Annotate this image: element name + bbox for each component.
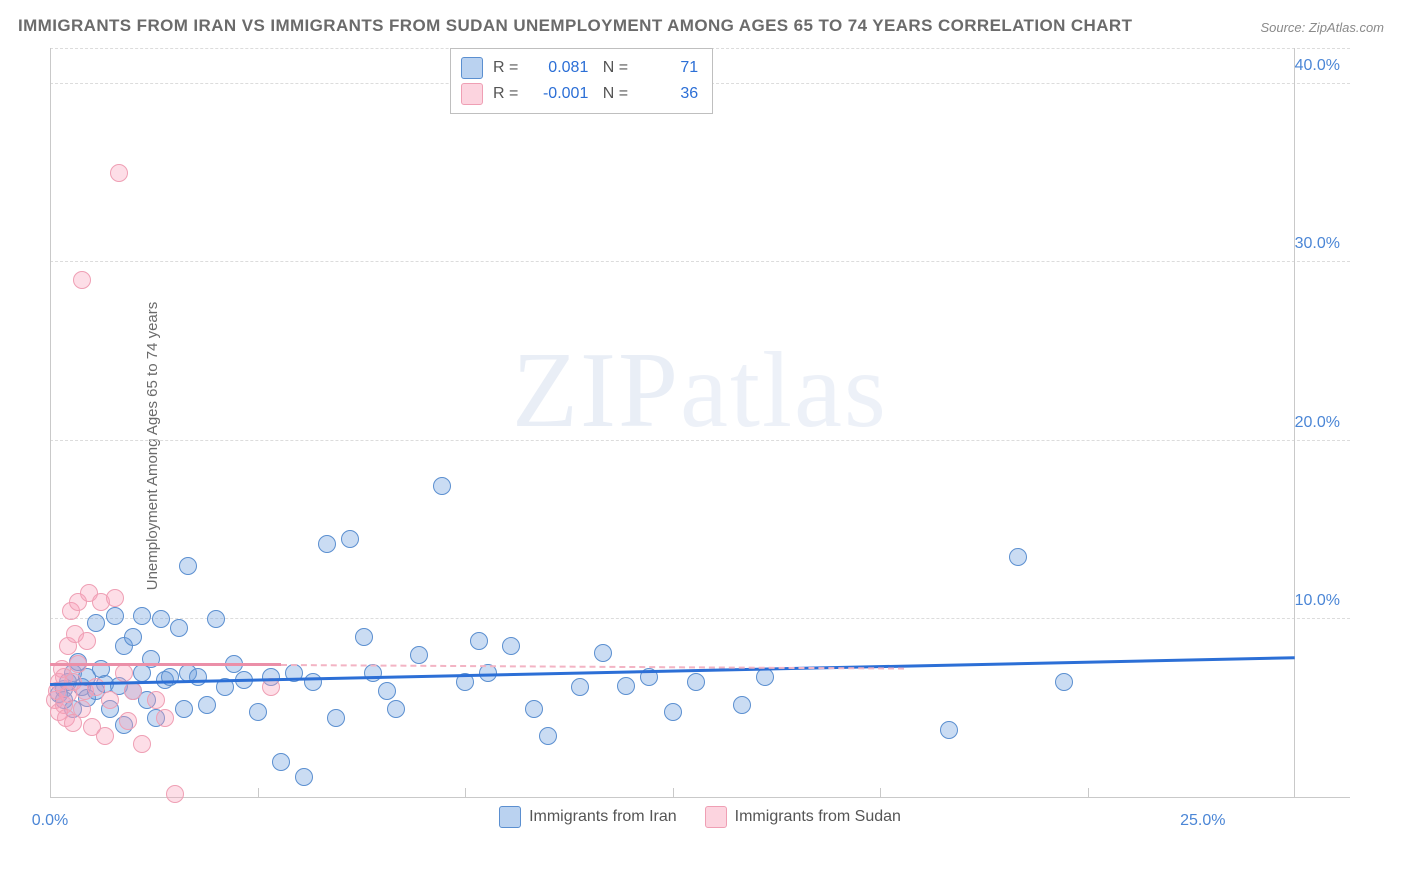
watermark: ZIPatlas bbox=[512, 329, 888, 453]
stat-r-label: R = bbox=[493, 55, 518, 81]
scatter-point bbox=[571, 678, 589, 696]
legend-label-sudan: Immigrants from Sudan bbox=[735, 808, 901, 826]
swatch-pink-icon bbox=[461, 83, 483, 105]
y-tick-label: 20.0% bbox=[1295, 414, 1340, 432]
plot-area: ZIPatlas R = 0.081 N = 71 R = -0.001 N =… bbox=[50, 48, 1350, 828]
chart-title: IMMIGRANTS FROM IRAN VS IMMIGRANTS FROM … bbox=[18, 16, 1132, 36]
gridline bbox=[50, 261, 1350, 262]
stats-row-iran: R = 0.081 N = 71 bbox=[461, 55, 698, 81]
scatter-point bbox=[940, 721, 958, 739]
scatter-point bbox=[364, 664, 382, 682]
scatter-point bbox=[1055, 673, 1073, 691]
scatter-point bbox=[152, 610, 170, 628]
scatter-point bbox=[101, 691, 119, 709]
watermark-a: ZIP bbox=[512, 331, 680, 450]
scatter-point bbox=[355, 628, 373, 646]
x-axis bbox=[50, 797, 1350, 798]
scatter-point bbox=[387, 700, 405, 718]
scatter-point bbox=[170, 619, 188, 637]
stat-n-label: N = bbox=[598, 55, 628, 81]
scatter-point bbox=[73, 700, 91, 718]
scatter-point bbox=[687, 673, 705, 691]
y-tick-label: 30.0% bbox=[1295, 235, 1340, 253]
scatter-point bbox=[378, 682, 396, 700]
scatter-point bbox=[318, 535, 336, 553]
stat-n-sudan: 36 bbox=[638, 81, 698, 107]
scatter-point bbox=[249, 703, 267, 721]
scatter-point bbox=[133, 607, 151, 625]
scatter-point bbox=[175, 700, 193, 718]
scatter-point bbox=[96, 727, 114, 745]
swatch-blue-icon bbox=[499, 806, 521, 828]
scatter-point bbox=[106, 607, 124, 625]
trend-line bbox=[50, 663, 281, 666]
scatter-point bbox=[502, 637, 520, 655]
scatter-point bbox=[1009, 548, 1027, 566]
scatter-point bbox=[733, 696, 751, 714]
stat-r-label: R = bbox=[493, 81, 518, 107]
stat-n-label: N = bbox=[598, 81, 628, 107]
scatter-point bbox=[78, 632, 96, 650]
stat-r-sudan: -0.001 bbox=[528, 81, 588, 107]
stats-box: R = 0.081 N = 71 R = -0.001 N = 36 bbox=[450, 48, 713, 114]
source-label: Source: ZipAtlas.com bbox=[1260, 20, 1384, 35]
scatter-point bbox=[304, 673, 322, 691]
scatter-point bbox=[470, 632, 488, 650]
swatch-pink-icon bbox=[705, 806, 727, 828]
y-tick-label: 10.0% bbox=[1295, 592, 1340, 610]
scatter-point bbox=[272, 753, 290, 771]
gridline bbox=[50, 440, 1350, 441]
scatter-point bbox=[156, 709, 174, 727]
scatter-point bbox=[110, 164, 128, 182]
scatter-point bbox=[115, 664, 133, 682]
legend-label-iran: Immigrants from Iran bbox=[529, 808, 677, 826]
y-tick-label: 40.0% bbox=[1295, 57, 1340, 75]
stats-row-sudan: R = -0.001 N = 36 bbox=[461, 81, 698, 107]
watermark-b: atlas bbox=[680, 331, 888, 450]
scatter-point bbox=[295, 768, 313, 786]
scatter-point bbox=[106, 589, 124, 607]
scatter-point bbox=[341, 530, 359, 548]
legend-item-sudan: Immigrants from Sudan bbox=[705, 806, 901, 828]
legend: Immigrants from Iran Immigrants from Sud… bbox=[50, 806, 1350, 828]
scatter-point bbox=[539, 727, 557, 745]
scatter-point bbox=[207, 610, 225, 628]
scatter-point bbox=[87, 614, 105, 632]
scatter-point bbox=[179, 557, 197, 575]
scatter-point bbox=[133, 735, 151, 753]
legend-item-iran: Immigrants from Iran bbox=[499, 806, 677, 828]
stat-r-iran: 0.081 bbox=[528, 55, 588, 81]
scatter-point bbox=[73, 271, 91, 289]
scatter-point bbox=[410, 646, 428, 664]
scatter-point bbox=[617, 677, 635, 695]
scatter-point bbox=[124, 682, 142, 700]
scatter-point bbox=[166, 785, 184, 803]
scatter-point bbox=[119, 712, 137, 730]
scatter-point bbox=[525, 700, 543, 718]
stat-n-iran: 71 bbox=[638, 55, 698, 81]
swatch-blue-icon bbox=[461, 57, 483, 79]
scatter-point bbox=[664, 703, 682, 721]
scatter-point bbox=[124, 628, 142, 646]
scatter-point bbox=[433, 477, 451, 495]
scatter-point bbox=[327, 709, 345, 727]
scatter-point bbox=[594, 644, 612, 662]
scatter-point bbox=[198, 696, 216, 714]
scatter-point bbox=[147, 691, 165, 709]
gridline bbox=[50, 618, 1350, 619]
